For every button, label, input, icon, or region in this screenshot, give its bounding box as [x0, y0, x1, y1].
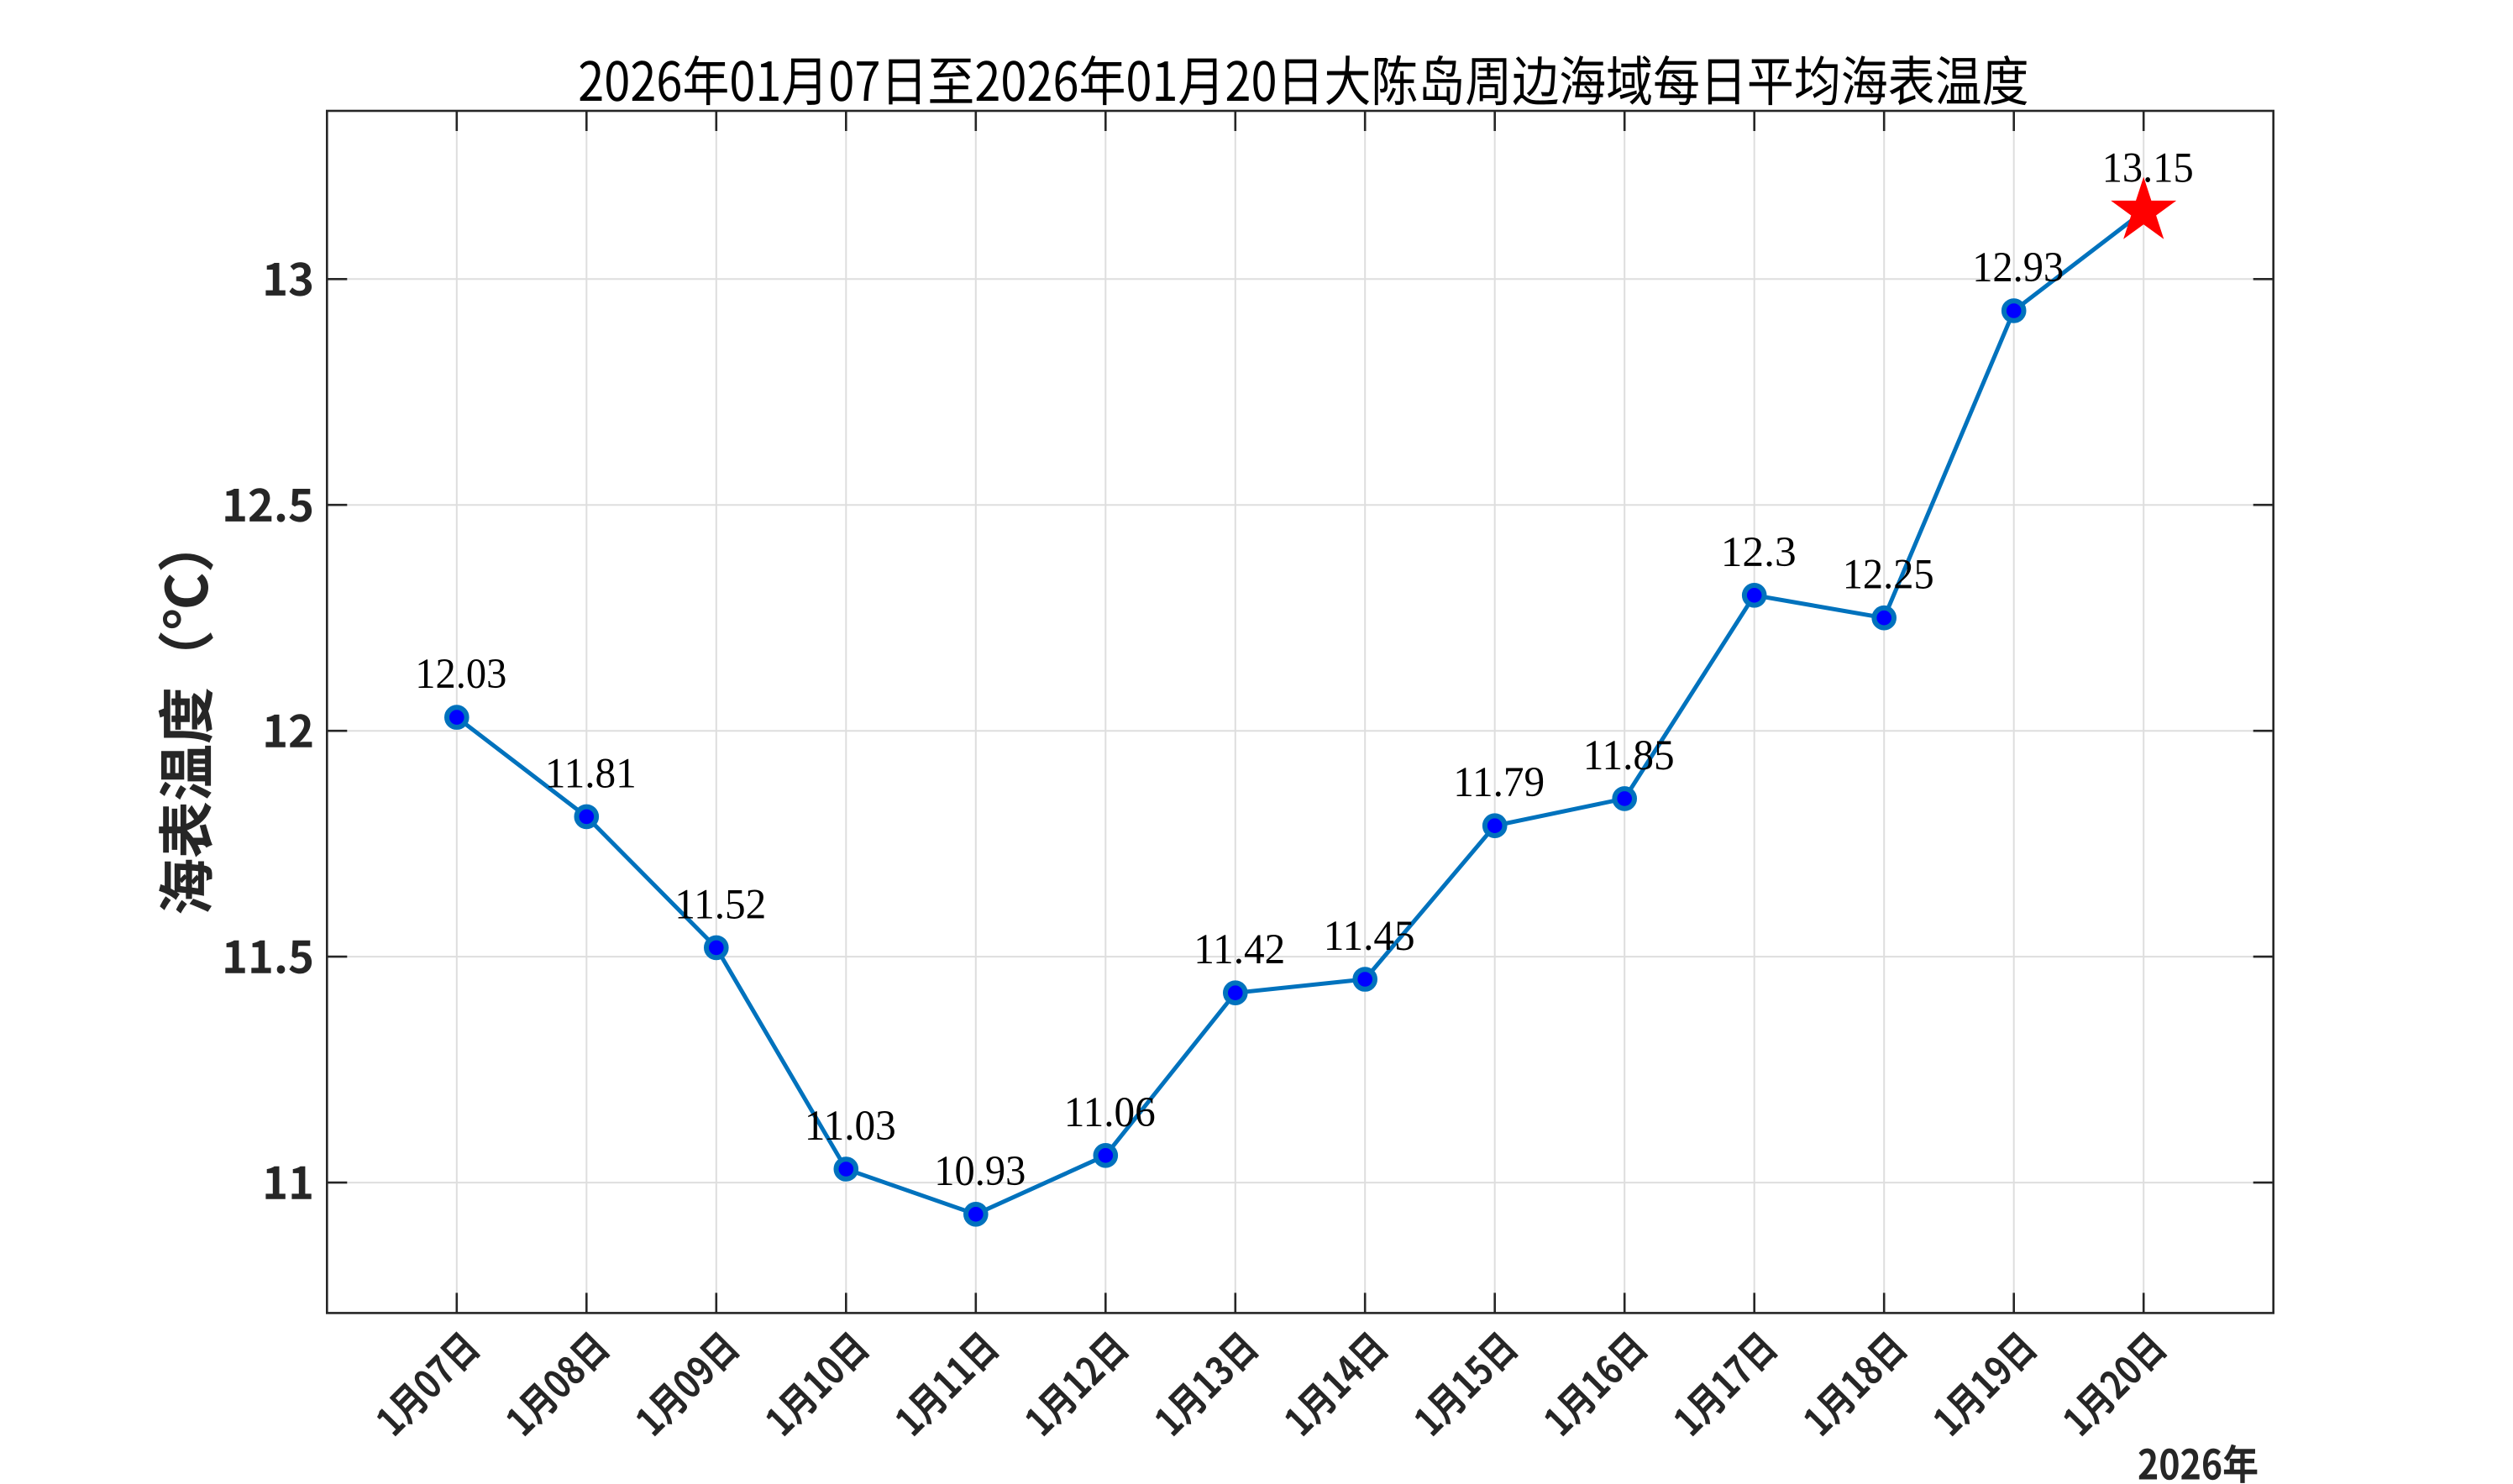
svg-text:11.03: 11.03	[805, 1103, 896, 1150]
svg-text:12.3: 12.3	[1721, 529, 1797, 576]
svg-text:11.06: 11.06	[1064, 1089, 1156, 1136]
svg-text:11.79: 11.79	[1453, 759, 1545, 806]
svg-text:12.93: 12.93	[1972, 244, 2064, 291]
svg-text:11.85: 11.85	[1583, 732, 1675, 779]
svg-text:10.93: 10.93	[934, 1148, 1026, 1195]
svg-text:12.25: 12.25	[1843, 552, 1934, 599]
svg-text:11.45: 11.45	[1324, 913, 1415, 960]
svg-text:11.81: 11.81	[545, 750, 637, 797]
svg-text:11.42: 11.42	[1194, 926, 1285, 973]
svg-text:12.03: 12.03	[415, 651, 506, 698]
svg-text:13.15: 13.15	[2102, 145, 2194, 192]
svg-text:11.52: 11.52	[674, 881, 766, 928]
